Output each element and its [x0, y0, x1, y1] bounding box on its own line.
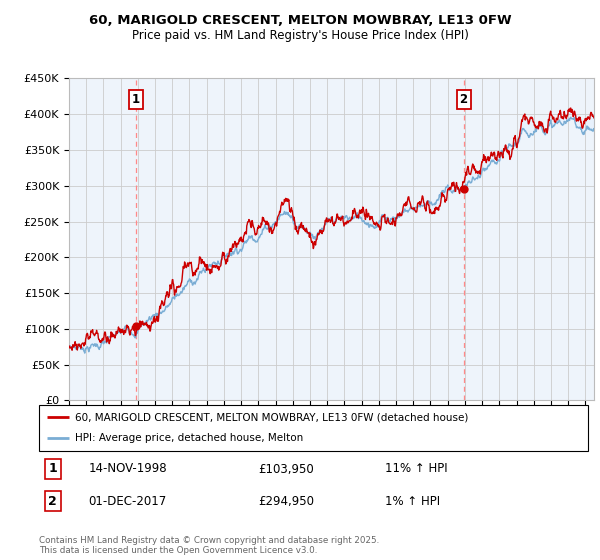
Text: 60, MARIGOLD CRESCENT, MELTON MOWBRAY, LE13 0FW: 60, MARIGOLD CRESCENT, MELTON MOWBRAY, L…	[89, 14, 511, 27]
Text: £294,950: £294,950	[259, 494, 314, 508]
Text: 11% ↑ HPI: 11% ↑ HPI	[385, 463, 448, 475]
Text: 1: 1	[131, 94, 140, 106]
Text: 1: 1	[49, 463, 57, 475]
Text: HPI: Average price, detached house, Melton: HPI: Average price, detached house, Melt…	[74, 433, 303, 444]
Text: Price paid vs. HM Land Registry's House Price Index (HPI): Price paid vs. HM Land Registry's House …	[131, 29, 469, 42]
Text: 60, MARIGOLD CRESCENT, MELTON MOWBRAY, LE13 0FW (detached house): 60, MARIGOLD CRESCENT, MELTON MOWBRAY, L…	[74, 412, 468, 422]
Text: £103,950: £103,950	[259, 463, 314, 475]
Text: 01-DEC-2017: 01-DEC-2017	[88, 494, 167, 508]
Text: 2: 2	[49, 494, 57, 508]
Text: 1% ↑ HPI: 1% ↑ HPI	[385, 494, 440, 508]
Text: Contains HM Land Registry data © Crown copyright and database right 2025.
This d: Contains HM Land Registry data © Crown c…	[39, 536, 379, 556]
FancyBboxPatch shape	[39, 405, 588, 451]
Text: 2: 2	[460, 94, 467, 106]
Text: 14-NOV-1998: 14-NOV-1998	[88, 463, 167, 475]
